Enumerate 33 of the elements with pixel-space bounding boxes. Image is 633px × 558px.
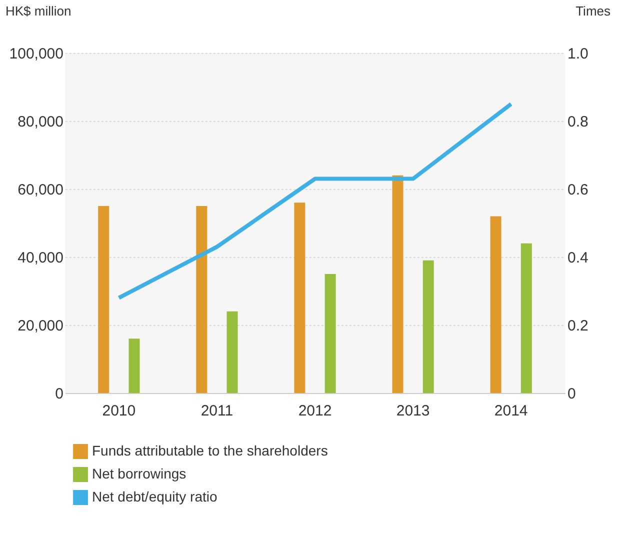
bar	[98, 206, 110, 393]
y-axis-title: HK$ million	[6, 4, 72, 18]
y-tick-label: 20,000	[18, 318, 64, 334]
x-tick-label: 2014	[494, 402, 528, 420]
x-tick-label: 2012	[298, 402, 332, 420]
bar	[128, 338, 140, 393]
bar	[422, 260, 434, 393]
bar	[294, 202, 306, 393]
y2-tick-label: 0.4	[568, 250, 588, 266]
y2-tick-label: 0.6	[568, 182, 588, 198]
legend-label: Net borrowings	[92, 466, 186, 482]
y-tick-label: 100,000	[9, 46, 64, 62]
y-tick-label: 60,000	[18, 182, 64, 198]
x-tick-label: 2013	[396, 402, 430, 420]
y-tick-label: 0	[55, 386, 64, 402]
y2-tick-label: 0	[568, 386, 576, 402]
y2-tick-label: 1.0	[568, 46, 588, 62]
legend-label: Net debt/equity ratio	[92, 488, 218, 504]
bar	[196, 206, 208, 393]
x-tick-label: 2010	[102, 402, 136, 420]
x-tick-label: 2011	[200, 402, 234, 420]
bar	[226, 311, 238, 393]
y2-axis-title: Times	[576, 4, 611, 18]
bar	[490, 216, 502, 393]
line-series	[116, 102, 514, 300]
y2-tick-label: 0.2	[568, 318, 588, 334]
y-tick-label: 80,000	[18, 114, 64, 130]
legend-label: Funds attributable to the shareholders	[92, 442, 328, 458]
bar	[392, 175, 404, 393]
y-tick-label: 40,000	[18, 250, 64, 266]
bar	[324, 274, 336, 393]
bar	[520, 243, 532, 393]
y2-tick-label: 0.8	[568, 114, 588, 130]
